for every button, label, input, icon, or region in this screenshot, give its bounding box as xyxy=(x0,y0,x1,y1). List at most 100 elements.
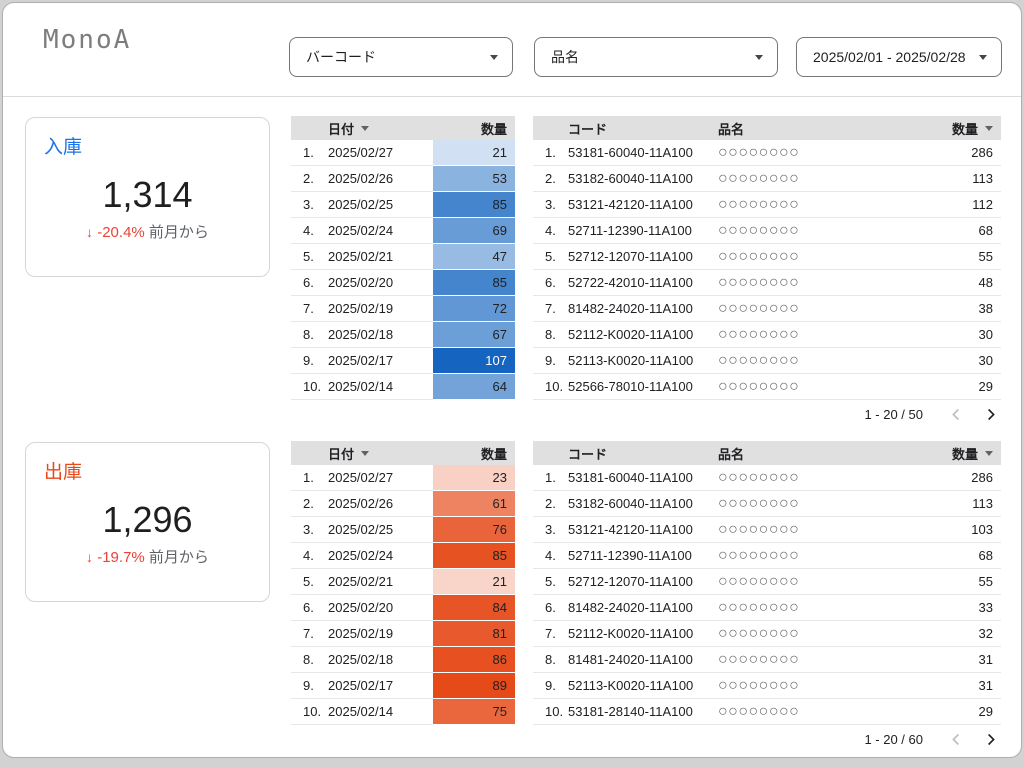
code-table-row: 9. 52113-K0020-11A100 ○○○○○○○○ 31 xyxy=(533,673,1001,699)
row-quantity: 55 xyxy=(855,244,1001,270)
row-rank: 10. xyxy=(533,699,568,725)
outbound-kpi-title: 出庫 xyxy=(44,462,83,483)
date-table-row: 5. 2025/02/21 47 xyxy=(291,244,515,270)
row-rank: 3. xyxy=(533,192,568,218)
row-rank: 1. xyxy=(533,140,568,166)
row-masked-name: ○○○○○○○○ xyxy=(718,465,856,491)
code-table-row: 4. 52711-12390-11A100 ○○○○○○○○ 68 xyxy=(533,543,1001,569)
code-table-row: 1. 53181-60040-11A100 ○○○○○○○○ 286 xyxy=(533,465,1001,491)
inbound-kpi-value: 1,314 xyxy=(102,174,193,215)
inbound-kpi-delta-line: ↓ -20.4% 前月から xyxy=(26,221,269,242)
row-masked-name: ○○○○○○○○ xyxy=(718,166,856,192)
chevron-left-icon xyxy=(951,408,959,420)
row-quantity: 30 xyxy=(855,348,1001,374)
chevron-right-icon xyxy=(987,408,995,420)
row-rank: 1. xyxy=(291,465,328,491)
quantity-column-sort-header[interactable]: 数量 xyxy=(952,441,1001,465)
row-date: 2025/02/21 xyxy=(328,244,433,270)
date-table-row: 6. 2025/02/20 84 xyxy=(291,595,515,621)
row-date: 2025/02/17 xyxy=(328,673,433,699)
date-table-row: 2. 2025/02/26 61 xyxy=(291,491,515,517)
next-page-button[interactable] xyxy=(979,728,1001,750)
date-column-sort-header[interactable]: 日付 xyxy=(328,116,433,140)
code-column-header: コード xyxy=(568,121,608,137)
row-date: 2025/02/24 xyxy=(328,218,433,244)
row-rank: 9. xyxy=(533,348,568,374)
date-table-row: 9. 2025/02/17 89 xyxy=(291,673,515,699)
row-quantity: 31 xyxy=(855,647,1001,673)
row-quantity-heatcell: 64 xyxy=(433,374,515,400)
row-masked-name: ○○○○○○○○ xyxy=(718,296,856,322)
row-masked-name: ○○○○○○○○ xyxy=(718,192,856,218)
row-quantity: 112 xyxy=(855,192,1001,218)
row-masked-name: ○○○○○○○○ xyxy=(718,218,856,244)
row-rank: 3. xyxy=(533,517,568,543)
row-quantity-heatcell: 84 xyxy=(433,595,515,621)
row-rank: 7. xyxy=(533,621,568,647)
row-masked-name: ○○○○○○○○ xyxy=(718,140,856,166)
row-rank: 2. xyxy=(533,166,568,192)
header-divider xyxy=(3,96,1021,97)
row-masked-name: ○○○○○○○○ xyxy=(718,491,856,517)
row-code: 52113-K0020-11A100 xyxy=(568,348,718,374)
outbound-date-table-header: 日付 数量 xyxy=(291,441,515,465)
outbound-code-table: コード 品名 数量 1. 53181-60040-11A100 ○○○○○○○○ 28… xyxy=(533,441,1001,725)
date-table-row: 5. 2025/02/21 21 xyxy=(291,569,515,595)
row-quantity-heatcell: 85 xyxy=(433,270,515,296)
name-column-header: 品名 xyxy=(718,446,745,462)
code-table-row: 2. 53182-60040-11A100 ○○○○○○○○ 113 xyxy=(533,491,1001,517)
row-code: 53181-60040-11A100 xyxy=(568,140,718,166)
prev-page-button[interactable] xyxy=(945,728,967,750)
row-quantity-heatcell: 23 xyxy=(433,465,515,491)
row-code: 53181-60040-11A100 xyxy=(568,465,718,491)
row-quantity: 286 xyxy=(855,140,1001,166)
date-table-row: 8. 2025/02/18 86 xyxy=(291,647,515,673)
row-rank: 8. xyxy=(291,322,328,348)
product-name-filter-dropdown[interactable]: 品名 xyxy=(534,37,778,77)
date-table-row: 4. 2025/02/24 69 xyxy=(291,218,515,244)
row-code: 52711-12390-11A100 xyxy=(568,543,718,569)
outbound-date-table: 日付 数量 1. 2025/02/27 23 2. 2025/02/26 61 3. 2025… xyxy=(291,441,515,725)
code-table-row: 7. 52112-K0020-11A100 ○○○○○○○○ 32 xyxy=(533,621,1001,647)
outbound-kpi-delta-note: 前月から xyxy=(148,549,209,566)
product-name-filter-label: 品名 xyxy=(551,49,579,65)
inbound-kpi-card: 入庫 1,314 ↓ -20.4% 前月から xyxy=(25,117,270,277)
row-rank: 5. xyxy=(291,569,328,595)
quantity-column-sort-header[interactable]: 数量 xyxy=(952,116,1001,140)
row-rank: 5. xyxy=(533,244,568,270)
row-quantity-heatcell: 21 xyxy=(433,140,515,166)
next-page-button[interactable] xyxy=(979,403,1001,425)
row-quantity: 113 xyxy=(855,491,1001,517)
outbound-kpi-delta-percent: -19.7% xyxy=(97,549,145,566)
outbound-kpi-delta-line: ↓ -19.7% 前月から xyxy=(26,546,269,567)
barcode-filter-label: バーコード xyxy=(306,49,376,65)
row-date: 2025/02/25 xyxy=(328,192,433,218)
row-rank: 3. xyxy=(291,192,328,218)
row-quantity-heatcell: 85 xyxy=(433,192,515,218)
inbound-date-table: 日付 数量 1. 2025/02/27 21 2. 2025/02/26 53 3. 2025… xyxy=(291,116,515,400)
row-quantity-heatcell: 81 xyxy=(433,621,515,647)
row-rank: 5. xyxy=(291,244,328,270)
row-quantity-heatcell: 47 xyxy=(433,244,515,270)
date-table-row: 4. 2025/02/24 85 xyxy=(291,543,515,569)
date-range-filter-dropdown[interactable]: 2025/02/01 - 2025/02/28 xyxy=(796,37,1002,77)
date-table-row: 3. 2025/02/25 76 xyxy=(291,517,515,543)
row-rank: 4. xyxy=(291,543,328,569)
row-quantity: 286 xyxy=(855,465,1001,491)
row-masked-name: ○○○○○○○○ xyxy=(718,270,856,296)
prev-page-button[interactable] xyxy=(945,403,967,425)
row-date: 2025/02/21 xyxy=(328,569,433,595)
date-column-sort-header[interactable]: 日付 xyxy=(328,441,433,465)
row-rank: 4. xyxy=(533,218,568,244)
row-rank: 8. xyxy=(533,647,568,673)
row-date: 2025/02/24 xyxy=(328,543,433,569)
row-rank: 6. xyxy=(533,595,568,621)
down-arrow-icon: ↓ xyxy=(86,224,94,240)
row-date: 2025/02/17 xyxy=(328,348,433,374)
barcode-filter-dropdown[interactable]: バーコード xyxy=(289,37,513,77)
date-table-row: 7. 2025/02/19 81 xyxy=(291,621,515,647)
code-table-row: 6. 81482-24020-11A100 ○○○○○○○○ 33 xyxy=(533,595,1001,621)
date-table-row: 10. 2025/02/14 75 xyxy=(291,699,515,725)
date-table-row: 10. 2025/02/14 64 xyxy=(291,374,515,400)
row-code: 52722-42010-11A100 xyxy=(568,270,718,296)
